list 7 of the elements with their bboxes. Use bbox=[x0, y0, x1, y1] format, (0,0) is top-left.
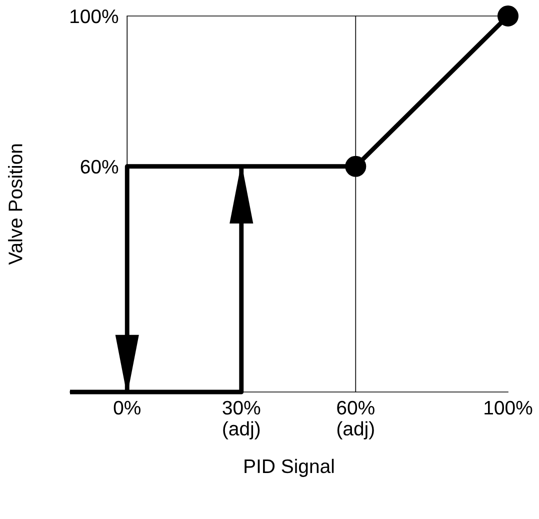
x-tick-label: 60% (adj) bbox=[337, 400, 374, 440]
x-axis-title: PID Signal bbox=[244, 458, 334, 477]
x-tick-label: 30% (adj) bbox=[222, 400, 260, 440]
x-tick-label: 0% bbox=[114, 400, 140, 415]
y-tick-label: 60% bbox=[80, 160, 118, 174]
y-axis-title: Valve Position bbox=[8, 144, 22, 265]
x-tick-label: 100% bbox=[484, 400, 532, 415]
